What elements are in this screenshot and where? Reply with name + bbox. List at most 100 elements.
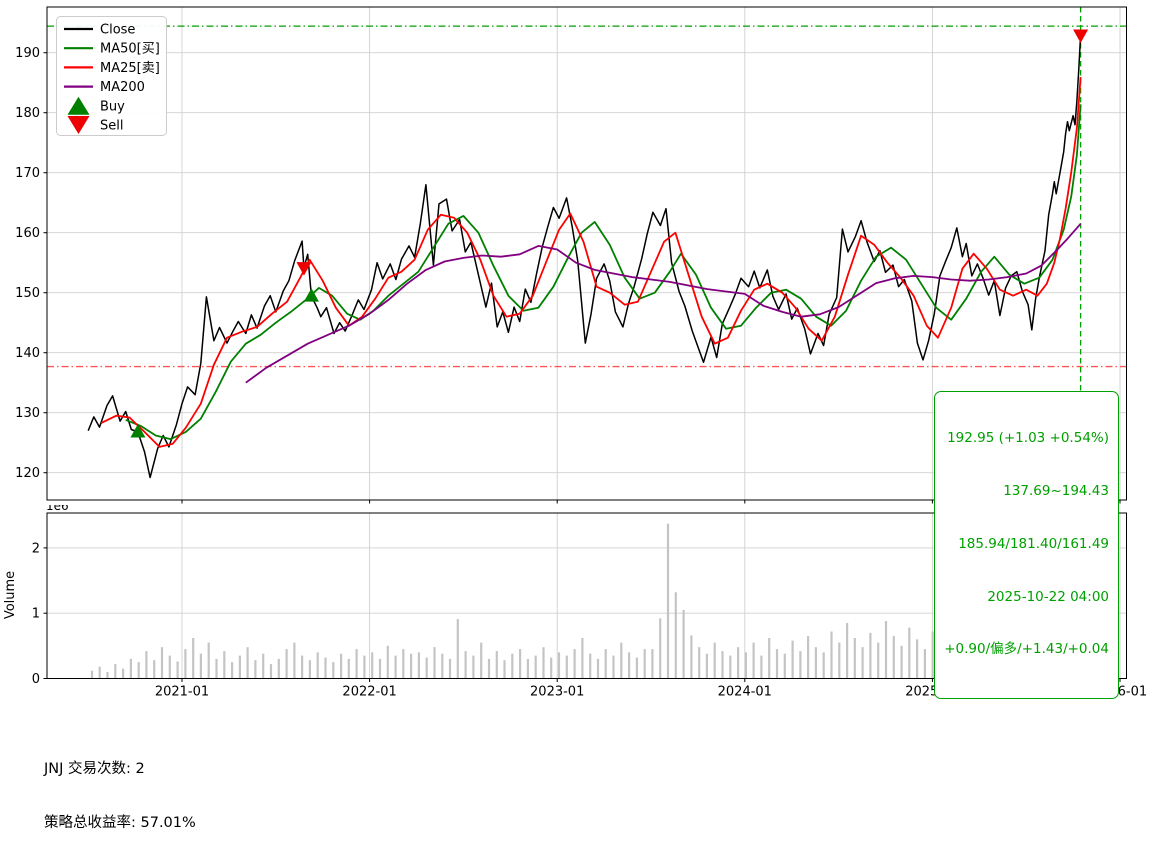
volume-bar — [908, 627, 911, 679]
volume-bar — [534, 655, 537, 679]
legend-buy-marker — [67, 96, 90, 115]
volume-bar — [744, 652, 747, 679]
y-tick-label: 130 — [15, 406, 40, 421]
volume-bar — [340, 653, 343, 679]
volume-bar — [900, 645, 903, 679]
volume-bar — [620, 642, 623, 679]
volume-bar — [285, 649, 288, 679]
volume-bar — [721, 651, 724, 679]
volume-bar — [557, 652, 561, 679]
volume-bar — [464, 651, 467, 679]
volume-bar — [106, 672, 109, 679]
volume-bar — [114, 664, 117, 679]
volume-bar — [184, 649, 187, 679]
volume-bar — [783, 653, 786, 679]
volume-bar — [635, 657, 638, 679]
volume-bar — [596, 658, 600, 679]
volume-bar — [713, 642, 716, 679]
volume-bar — [846, 623, 849, 679]
volume-bar — [682, 609, 685, 679]
annotation-ma-line: 185.94/181.40/161.49 — [958, 535, 1109, 552]
volume-bar — [332, 662, 335, 679]
annotation-price-line: 192.95 (+1.03 +0.54%) — [947, 430, 1109, 447]
volume-bar — [316, 652, 319, 679]
x-tick-label: 2022-01 — [342, 685, 396, 700]
x-tick-label: 2021-01 — [155, 685, 209, 700]
volume-bar — [511, 653, 514, 679]
volume-bar — [355, 649, 358, 679]
volume-bar — [573, 649, 576, 679]
price-plot-border — [46, 6, 1128, 501]
annotation-date-line: 2025-10-22 04:00 — [987, 588, 1109, 605]
quote-annotation-box: 192.95 (+1.03 +0.54%) 137.69~194.43 185.… — [934, 391, 1119, 700]
volume-bar — [643, 649, 646, 679]
volume-bar — [519, 649, 522, 679]
y-tick-label: 1 — [32, 607, 40, 622]
volume-bar — [729, 655, 732, 679]
volume-bar — [526, 658, 529, 679]
sell-marker — [296, 262, 312, 276]
volume-bar — [215, 658, 218, 679]
volume-bar — [495, 651, 498, 679]
volume-bar — [129, 658, 132, 679]
volume-bar — [838, 642, 841, 679]
volume-bar — [410, 653, 413, 679]
volume-bar — [192, 638, 195, 679]
volume-bar — [931, 631, 934, 679]
volume-bar — [542, 647, 545, 679]
volume-bar — [612, 655, 615, 679]
annotation-signal-line: +0.90/偏多/+1.43/+0.04 — [944, 641, 1109, 658]
volume-axis-label: Volume — [3, 571, 18, 619]
volume-bar — [799, 651, 802, 679]
volume-bar — [207, 642, 210, 679]
x-tick-label: 2024-01 — [718, 685, 772, 700]
volume-bar — [238, 655, 241, 679]
volume-bar — [480, 642, 483, 679]
volume-bar — [565, 655, 568, 679]
volume-bar — [472, 655, 475, 679]
volume-bar — [698, 647, 701, 679]
volume-bar — [861, 647, 864, 679]
volume-bar — [487, 658, 491, 679]
volume-bar — [153, 660, 156, 679]
volume-bar — [877, 642, 880, 679]
buy-marker — [303, 288, 319, 302]
buy-marker — [130, 423, 146, 438]
volume-bar — [807, 636, 810, 679]
volume-bar — [814, 647, 817, 679]
volume-bar — [293, 642, 296, 679]
volume-bar — [659, 618, 662, 679]
volume-bar — [98, 666, 101, 679]
volume-bar — [324, 657, 327, 679]
volume-bar — [760, 655, 763, 679]
y-tick-label: 180 — [15, 106, 40, 121]
volume-bar — [246, 647, 249, 679]
volume-bar — [371, 652, 374, 679]
volume-bar — [262, 653, 265, 679]
volume-bar — [231, 662, 234, 679]
y-tick-label: 170 — [15, 166, 40, 181]
volume-bar — [308, 660, 311, 679]
legend-box — [56, 16, 167, 136]
close-line — [87, 34, 1082, 479]
volume-bar — [628, 652, 631, 679]
y-tick-label: 190 — [15, 46, 40, 61]
legend-label: MA200 — [100, 80, 145, 95]
volume-bar — [254, 660, 257, 679]
volume-bar — [223, 651, 226, 679]
volume-bar — [604, 649, 607, 679]
volume-bar — [347, 658, 350, 679]
legend-label: Sell — [100, 119, 123, 134]
volume-bar — [433, 647, 436, 679]
legend-label: Buy — [100, 99, 125, 114]
volume-bar — [737, 647, 740, 679]
sell-marker — [1073, 29, 1089, 43]
volume-bar — [363, 655, 366, 679]
y-tick-label: 150 — [15, 286, 40, 301]
axis-offset-label: 1e6 — [46, 505, 69, 513]
volume-bar — [884, 621, 888, 679]
volume-bar — [378, 658, 382, 679]
annotation-range-line: 137.69~194.43 — [1003, 482, 1109, 499]
volume-bar — [137, 662, 140, 679]
